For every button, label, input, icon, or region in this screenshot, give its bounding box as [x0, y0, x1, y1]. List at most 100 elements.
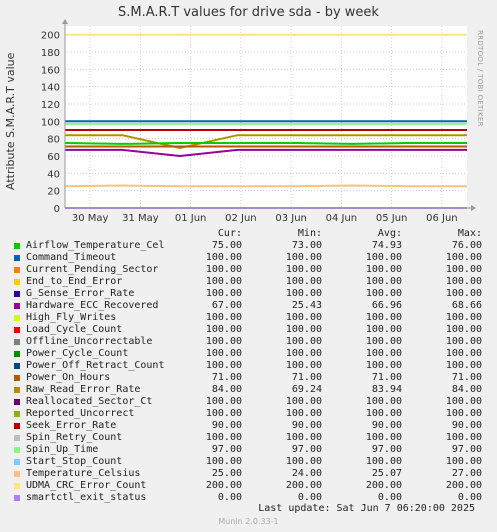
- legend-value-max: 100.00: [445, 432, 482, 443]
- legend-swatch: [14, 423, 20, 429]
- legend-swatch: [14, 459, 20, 465]
- legend-series-name: Reallocated_Sector_Ct: [26, 396, 153, 407]
- legend-value-avg: 100.00: [365, 360, 402, 371]
- legend-swatch: [14, 291, 20, 297]
- legend-value-cur: 100.00: [205, 252, 242, 263]
- legend-value-min: 25.43: [291, 300, 322, 311]
- legend-value-min: 73.00: [291, 240, 322, 251]
- y-axis-arrow: [62, 19, 68, 24]
- legend-row: Hardware_ECC_Recovered 67.00 25.43 66.96 68.…: [10, 300, 490, 312]
- legend-row: Temperature_Celsius 25.00 24.00 25.07 27.00: [10, 468, 490, 480]
- legend-row: Raw_Read_Error_Rate 84.00 69.24 83.94 84.00: [10, 384, 490, 396]
- legend-value-min: 100.00: [285, 432, 322, 443]
- legend-value-avg: 100.00: [365, 324, 402, 335]
- chart-svg: 0 20 40 60 80 100 120 140 160 180 200 30 May 31 May 0…: [41, 19, 476, 224]
- legend-swatch: [14, 447, 20, 453]
- legend-series-name: Temperature_Celsius: [26, 468, 141, 479]
- legend-value-cur: 100.00: [205, 348, 242, 359]
- legend-value-max: 100.00: [445, 312, 482, 323]
- legend-value-avg: 25.07: [371, 468, 402, 479]
- legend-value-cur: 100.00: [205, 312, 242, 323]
- series-line-temperature-celsius: [64, 184, 467, 188]
- legend-value-avg: 90.00: [371, 420, 402, 431]
- x-tick-label: 02 Jun: [225, 213, 257, 224]
- legend-value-avg: 100.00: [365, 396, 402, 407]
- legend-swatch: [14, 303, 20, 309]
- legend-value-avg: 100.00: [365, 312, 402, 323]
- legend-value-max: 100.00: [445, 288, 482, 299]
- legend-series-name: Start_Stop_Count: [26, 456, 123, 467]
- legend-swatch: [14, 267, 20, 273]
- legend-value-min: 100.00: [285, 312, 322, 323]
- legend-value-avg: 66.96: [371, 300, 402, 311]
- legend-value-max: 100.00: [445, 252, 482, 263]
- legend-series-name: End_to_End_Error: [26, 276, 123, 287]
- x-tick-label: 03 Jun: [275, 213, 307, 224]
- legend-value-avg: 100.00: [365, 336, 402, 347]
- legend-value-max: 100.00: [445, 348, 482, 359]
- legend-value-max: 100.00: [445, 408, 482, 419]
- legend-value-min: 69.24: [291, 384, 322, 395]
- legend-value-max: 0.00: [457, 492, 482, 503]
- legend-value-avg: 200.00: [365, 480, 402, 491]
- legend-value-min: 100.00: [285, 360, 322, 371]
- legend-value-max: 100.00: [445, 264, 482, 275]
- legend-value-cur: 100.00: [205, 264, 242, 275]
- legend-value-min: 100.00: [285, 456, 322, 467]
- legend-value-cur: 100.00: [205, 408, 242, 419]
- legend-value-min: 100.00: [285, 264, 322, 275]
- legend-row: End_to_End_Error 100.00 100.00 100.00 100.00: [10, 276, 490, 288]
- legend-series-name: Power_On_Hours: [26, 372, 111, 383]
- legend-value-min: 200.00: [285, 480, 322, 491]
- legend-swatch: [14, 363, 20, 369]
- legend-row: Airflow_Temperature_Cel 75.00 73.00 74.93 76…: [10, 240, 490, 252]
- legend-swatch: [14, 255, 20, 261]
- legend-value-min: 97.00: [291, 444, 322, 455]
- legend-series-name: Offline_Uncorrectable: [26, 336, 153, 347]
- legend-value-cur: 100.00: [205, 360, 242, 371]
- legend-value-avg: 100.00: [365, 276, 402, 287]
- y-tick-label: 60: [47, 152, 60, 163]
- legend-rows: Airflow_Temperature_Cel 75.00 73.00 74.93 76…: [10, 240, 490, 504]
- legend-value-max: 100.00: [445, 336, 482, 347]
- legend-value-cur: 100.00: [205, 288, 242, 299]
- series-line-hardware-ecc-recovered: [65, 148, 467, 158]
- legend-value-cur: 0.00: [217, 492, 242, 503]
- x-tick-label: 31 May: [122, 213, 159, 224]
- legend-row: Reported_Uncorrect 100.00 100.00 100.00 100.…: [10, 408, 490, 420]
- legend-value-cur: 100.00: [205, 276, 242, 287]
- legend-value-max: 84.00: [451, 384, 482, 395]
- y-tick-label: 120: [41, 100, 60, 111]
- legend-value-cur: 100.00: [205, 396, 242, 407]
- legend-series-name: High_Fly_Writes: [26, 312, 117, 323]
- legend-value-avg: 0.00: [377, 492, 402, 503]
- x-tick-label: 30 May: [72, 213, 109, 224]
- legend-header-max: Max:: [457, 228, 482, 239]
- x-tick-label: 05 Jun: [376, 213, 408, 224]
- legend-value-max: 100.00: [445, 276, 482, 287]
- legend-swatch: [14, 399, 20, 405]
- legend-value-max: 100.00: [445, 396, 482, 407]
- legend-value-max: 100.00: [445, 324, 482, 335]
- legend-row: Power_Off_Retract_Count 100.00 100.00 100.0…: [10, 360, 490, 372]
- legend-swatch: [14, 471, 20, 477]
- series-line-airflow-temperature-cel: [64, 142, 467, 145]
- legend-header-row: Cur: Min: Avg: Max:: [10, 228, 490, 240]
- legend-value-cur: 90.00: [211, 420, 242, 431]
- legend-value-cur: 97.00: [211, 444, 242, 455]
- legend-swatch: [14, 351, 20, 357]
- x-axis-arrow: [471, 205, 476, 211]
- legend-value-min: 0.00: [297, 492, 322, 503]
- legend-swatch: [14, 483, 20, 489]
- legend-value-max: 76.00: [451, 240, 482, 251]
- legend-swatch: [14, 375, 20, 381]
- y-tick-label: 100: [41, 117, 60, 128]
- legend-value-avg: 100.00: [365, 432, 402, 443]
- chart-title: S.M.A.R.T values for drive sda - by week: [118, 5, 379, 20]
- legend-value-avg: 100.00: [365, 252, 402, 263]
- legend-row: Power_Cycle_Count 100.00 100.00 100.00 100.0…: [10, 348, 490, 360]
- legend-series-name: Load_Cycle_Count: [26, 324, 123, 335]
- legend-swatch: [14, 339, 20, 345]
- legend-swatch: [14, 387, 20, 393]
